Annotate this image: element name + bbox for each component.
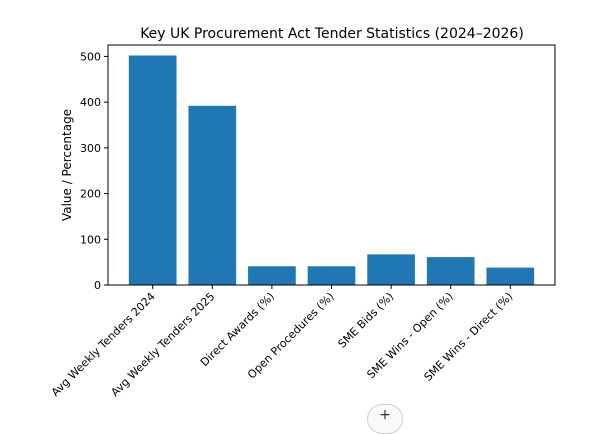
- bar-chart: Key UK Procurement Act Tender Statistics…: [49, 26, 556, 399]
- y-axis-ticks: 0 100 200 300 400 500: [80, 50, 108, 292]
- plot-frame: [107, 44, 556, 286]
- x-tick-label: Avg Weekly Tenders 2025: [108, 290, 217, 399]
- plus-icon: +: [379, 407, 391, 423]
- chart-title: Key UK Procurement Act Tender Statistics…: [140, 26, 524, 42]
- zoom-button[interactable]: +: [367, 404, 403, 434]
- bar: [307, 266, 356, 285]
- x-tick-label: Avg Weekly Tenders 2024: [49, 290, 158, 399]
- bar: [128, 55, 177, 286]
- bar: [426, 257, 475, 285]
- bar: [248, 266, 296, 285]
- bar: [367, 254, 415, 285]
- bar: [486, 267, 535, 285]
- y-tick-label: 500: [80, 50, 101, 63]
- y-axis-label: Value / Percentage: [60, 109, 74, 221]
- y-tick-label: 0: [94, 279, 101, 292]
- y-tick-label: 100: [80, 233, 101, 246]
- y-tick-label: 300: [80, 142, 101, 155]
- bars-group: [128, 55, 535, 286]
- y-tick-label: 200: [80, 188, 101, 201]
- bar: [188, 105, 237, 285]
- y-tick-label: 400: [80, 96, 101, 109]
- x-tick-label: SME Bids (%): [336, 290, 397, 351]
